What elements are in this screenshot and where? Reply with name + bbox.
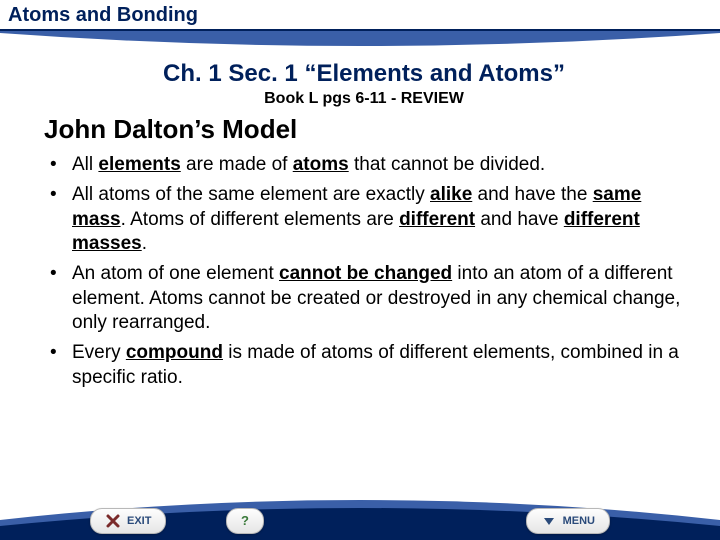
text-run: and have the [472, 184, 592, 205]
text-run: and have [475, 209, 564, 230]
exit-button[interactable]: EXIT [90, 508, 166, 534]
slide-content: Ch. 1 Sec. 1 “Elements and Atoms” Book L… [0, 54, 720, 390]
bullet-list: All elements are made of atoms that cann… [44, 153, 684, 390]
text-run: . [142, 233, 147, 254]
chapter-subtitle: Book L pgs 6-11 - REVIEW [44, 90, 684, 108]
text-run: are made of [181, 154, 293, 175]
header-swoosh [0, 31, 720, 49]
chapter-title: Ch. 1 Sec. 1 “Elements and Atoms” [44, 60, 684, 88]
footer-buttons: EXIT ? MENU [0, 508, 720, 534]
text-run: elements [98, 154, 180, 175]
help-icon: ? [237, 513, 253, 529]
menu-icon [541, 513, 557, 529]
list-item: Every compound is made of atoms of diffe… [44, 341, 684, 390]
text-run: Every [72, 342, 126, 363]
text-run: cannot be changed [279, 263, 452, 284]
header: Atoms and Bonding [0, 0, 720, 54]
list-item: All atoms of the same element are exactl… [44, 183, 684, 256]
exit-label: EXIT [127, 515, 151, 527]
help-button[interactable]: ? [226, 508, 264, 534]
text-run: atoms [293, 154, 349, 175]
text-run: All atoms of the same element are exactl… [72, 184, 430, 205]
svg-text:?: ? [241, 513, 249, 528]
text-run: All [72, 154, 98, 175]
text-run: An atom of one element [72, 263, 279, 284]
text-run: . Atoms of different elements are [121, 209, 399, 230]
list-item: All elements are made of atoms that cann… [44, 153, 684, 177]
text-run: that cannot be divided. [349, 154, 545, 175]
text-run: compound [126, 342, 223, 363]
menu-label: MENU [563, 515, 595, 527]
text-run: alike [430, 184, 472, 205]
page-header-title: Atoms and Bonding [0, 0, 720, 29]
footer: EXIT ? MENU [0, 490, 720, 540]
list-item: An atom of one element cannot be changed… [44, 262, 684, 335]
exit-icon [105, 513, 121, 529]
menu-button[interactable]: MENU [526, 508, 610, 534]
section-heading: John Dalton’s Model [44, 114, 684, 145]
text-run: different [399, 209, 475, 230]
